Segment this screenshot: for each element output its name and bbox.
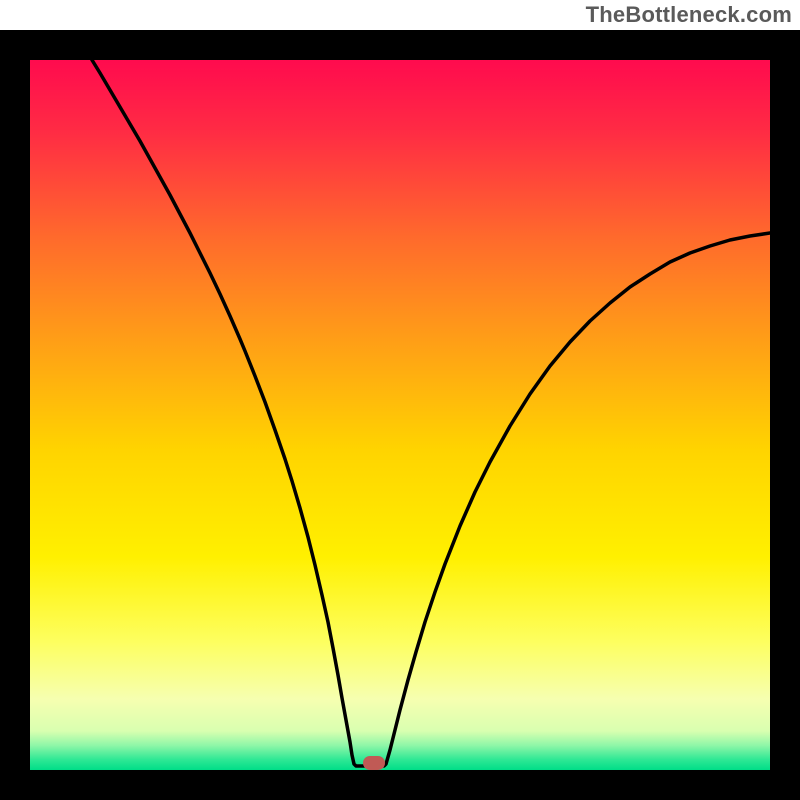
frame-right [770,30,800,800]
optimum-marker [363,756,385,770]
frame-top [0,30,800,60]
frame-bottom [0,770,800,800]
bottleneck-curve [30,60,770,770]
chart-stage: TheBottleneck.com [0,0,800,800]
frame-left [0,30,30,800]
plot-area [30,60,770,770]
watermark-text: TheBottleneck.com [586,2,792,28]
